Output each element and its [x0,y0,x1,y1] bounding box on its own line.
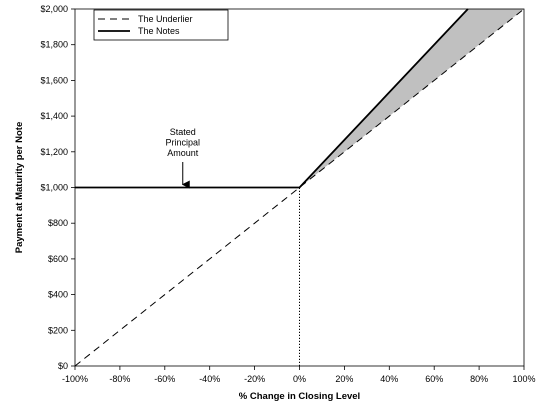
legend-layer: The Underlier The Notes [93,9,229,41]
x-axis-tick-label: 80% [470,374,488,384]
y-axis-tick-label: $400 [48,290,68,300]
x-axis-tick-label: 100% [512,374,535,384]
x-axis-tick-label: 60% [425,374,443,384]
x-axis-tick-label: -20% [244,374,265,384]
y-axis-tick-label: $1,200 [40,147,68,157]
y-axis-tick-label: $0 [58,361,68,371]
annotation-text-line: Principal [166,138,201,148]
x-axis-tick-label: 40% [380,374,398,384]
legend-label: The Notes [138,26,180,36]
x-axis-tick-label: -100% [62,374,88,384]
y-axis-tick-label: $600 [48,254,68,264]
y-axis-tick-label: $200 [48,325,68,335]
y-axis-tick-label: $1,000 [40,183,68,193]
series-layer [74,8,525,367]
shaded-region-layer [299,9,524,188]
the-notes-line [75,8,469,189]
annotation-text-line: Amount [167,148,199,158]
x-axis-title: % Change in Closing Level [239,391,360,402]
y-axis-tick-label: $800 [48,218,68,228]
legend-label: The Underlier [138,14,193,24]
x-axis-tick-label: -40% [199,374,220,384]
axes-layer: $0 $200 $400 $600 $800 $1,000 $1,200 $1,400 $1,6… [14,4,536,402]
x-axis-tick-label: -60% [154,374,175,384]
x-axis-tick-label: 0% [293,374,306,384]
x-axis-tick-label: -80% [109,374,130,384]
y-axis-tick-label: $2,000 [40,4,68,14]
x-axis-tick-label: 20% [335,374,353,384]
legend-box [93,9,229,41]
outperformance-shaded-area [299,9,524,188]
y-axis-tick-label: $1,400 [40,111,68,121]
y-axis-tick-label: $1,800 [40,40,68,50]
y-axis-title: Payment at Maturity per Note [14,122,25,253]
y-axis-tick-label: $1,600 [40,75,68,85]
annotation-text-line: Stated [170,127,196,137]
